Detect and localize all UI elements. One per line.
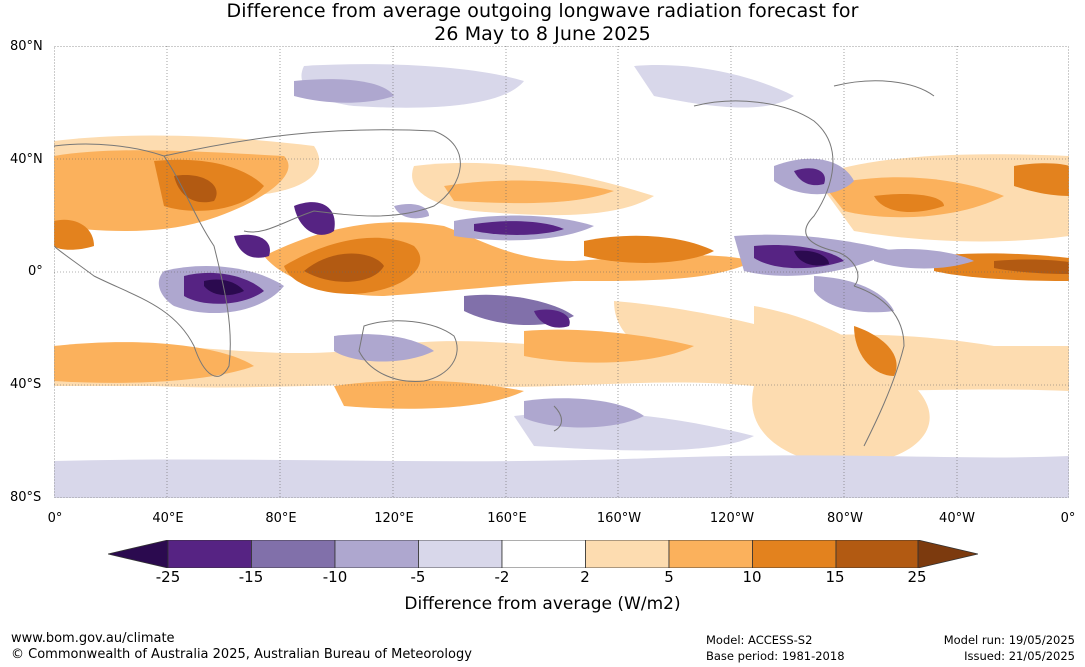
colorbar-label-25: 25 [907, 568, 927, 586]
lat-label-80n: 80°N [10, 39, 43, 54]
colorbar-label-5: 5 [664, 568, 674, 586]
footer-copyright: © Commonwealth of Australia 2025, Austra… [11, 647, 472, 662]
footer-model-run: Model run: 19/05/2025 [943, 633, 1075, 647]
colorbar-label-minus10: -10 [322, 568, 348, 586]
colorbar-title: Difference from average (W/m2) [404, 594, 681, 614]
graticule [54, 46, 1069, 498]
colorbar-swatch-4 [418, 539, 503, 569]
lon-label-0: 0° [47, 511, 63, 526]
lon-label-80e: 80°E [265, 511, 297, 526]
colorbar-swatch-above-max [917, 539, 979, 569]
colorbar-label-minus15: -15 [238, 568, 264, 586]
lon-label-120e: 120°E [374, 511, 414, 526]
lon-label-160e: 160°E [487, 511, 527, 526]
colorbar-swatch-8 [752, 539, 837, 569]
colorbar-swatch-7 [668, 539, 753, 569]
lon-label-40w: 40°W [939, 511, 975, 526]
anomaly-field-positive [54, 150, 1069, 409]
map-canvas [54, 46, 1069, 498]
footer-model: Model: ACCESS-S2 [706, 633, 813, 647]
colorbar-swatch-2 [251, 539, 336, 569]
colorbar-label-minus5: -5 [410, 568, 426, 586]
lat-label-40s: 40°S [10, 377, 42, 392]
colorbar-label-minus25: -25 [155, 568, 181, 586]
lon-label-120w: 120°W [709, 511, 755, 526]
colorbar-swatch-3 [334, 539, 419, 569]
lat-label-40n: 40°N [10, 152, 43, 167]
colorbar [107, 539, 979, 572]
lon-label-160w: 160°W [596, 511, 642, 526]
anomaly-field-light [54, 64, 1069, 498]
colorbar-swatch-6 [585, 539, 670, 569]
footer-model-info: Model: ACCESS-S2 Base period: 1981-2018 [706, 632, 845, 664]
lat-label-equator: 0° [28, 264, 43, 279]
lon-label-80w: 80°W [827, 511, 863, 526]
colorbar-swatch-1 [167, 539, 252, 569]
footer-issued: Issued: 21/05/2025 [964, 649, 1075, 663]
lat-label-80s: 80°S [10, 490, 42, 505]
colorbar-svg [107, 539, 979, 569]
colorbar-label-10: 10 [742, 568, 762, 586]
colorbar-swatch-9 [835, 539, 919, 569]
footer-credits: www.bom.gov.au/climate © Commonwealth of… [11, 631, 472, 663]
colorbar-swatch-5 [501, 539, 586, 569]
footer-base-period: Base period: 1981-2018 [706, 649, 845, 663]
colorbar-label-minus2: -2 [494, 568, 510, 586]
lon-label-0-end: 0° [1060, 511, 1076, 526]
title-line-1: Difference from average outgoing longwav… [226, 0, 859, 22]
footer-run-info: Model run: 19/05/2025 Issued: 21/05/2025 [944, 632, 1075, 664]
anomaly-field-negative [158, 79, 974, 428]
olr-anomaly-map [54, 46, 1069, 498]
map-title: Difference from average outgoing longwav… [0, 0, 1085, 46]
colorbar-swatch-below-min [107, 539, 169, 569]
title-line-2: 26 May to 8 June 2025 [434, 23, 651, 45]
coastlines [54, 80, 935, 447]
lon-label-40e: 40°E [152, 511, 184, 526]
footer-website: www.bom.gov.au/climate [11, 631, 175, 646]
colorbar-label-15: 15 [825, 568, 845, 586]
colorbar-label-2: 2 [580, 568, 590, 586]
